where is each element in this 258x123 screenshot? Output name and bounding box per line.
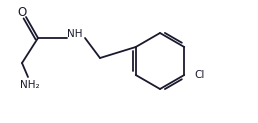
Text: O: O (17, 7, 27, 20)
Text: NH₂: NH₂ (20, 80, 40, 90)
Text: Cl: Cl (194, 70, 205, 80)
Text: NH: NH (67, 29, 83, 39)
